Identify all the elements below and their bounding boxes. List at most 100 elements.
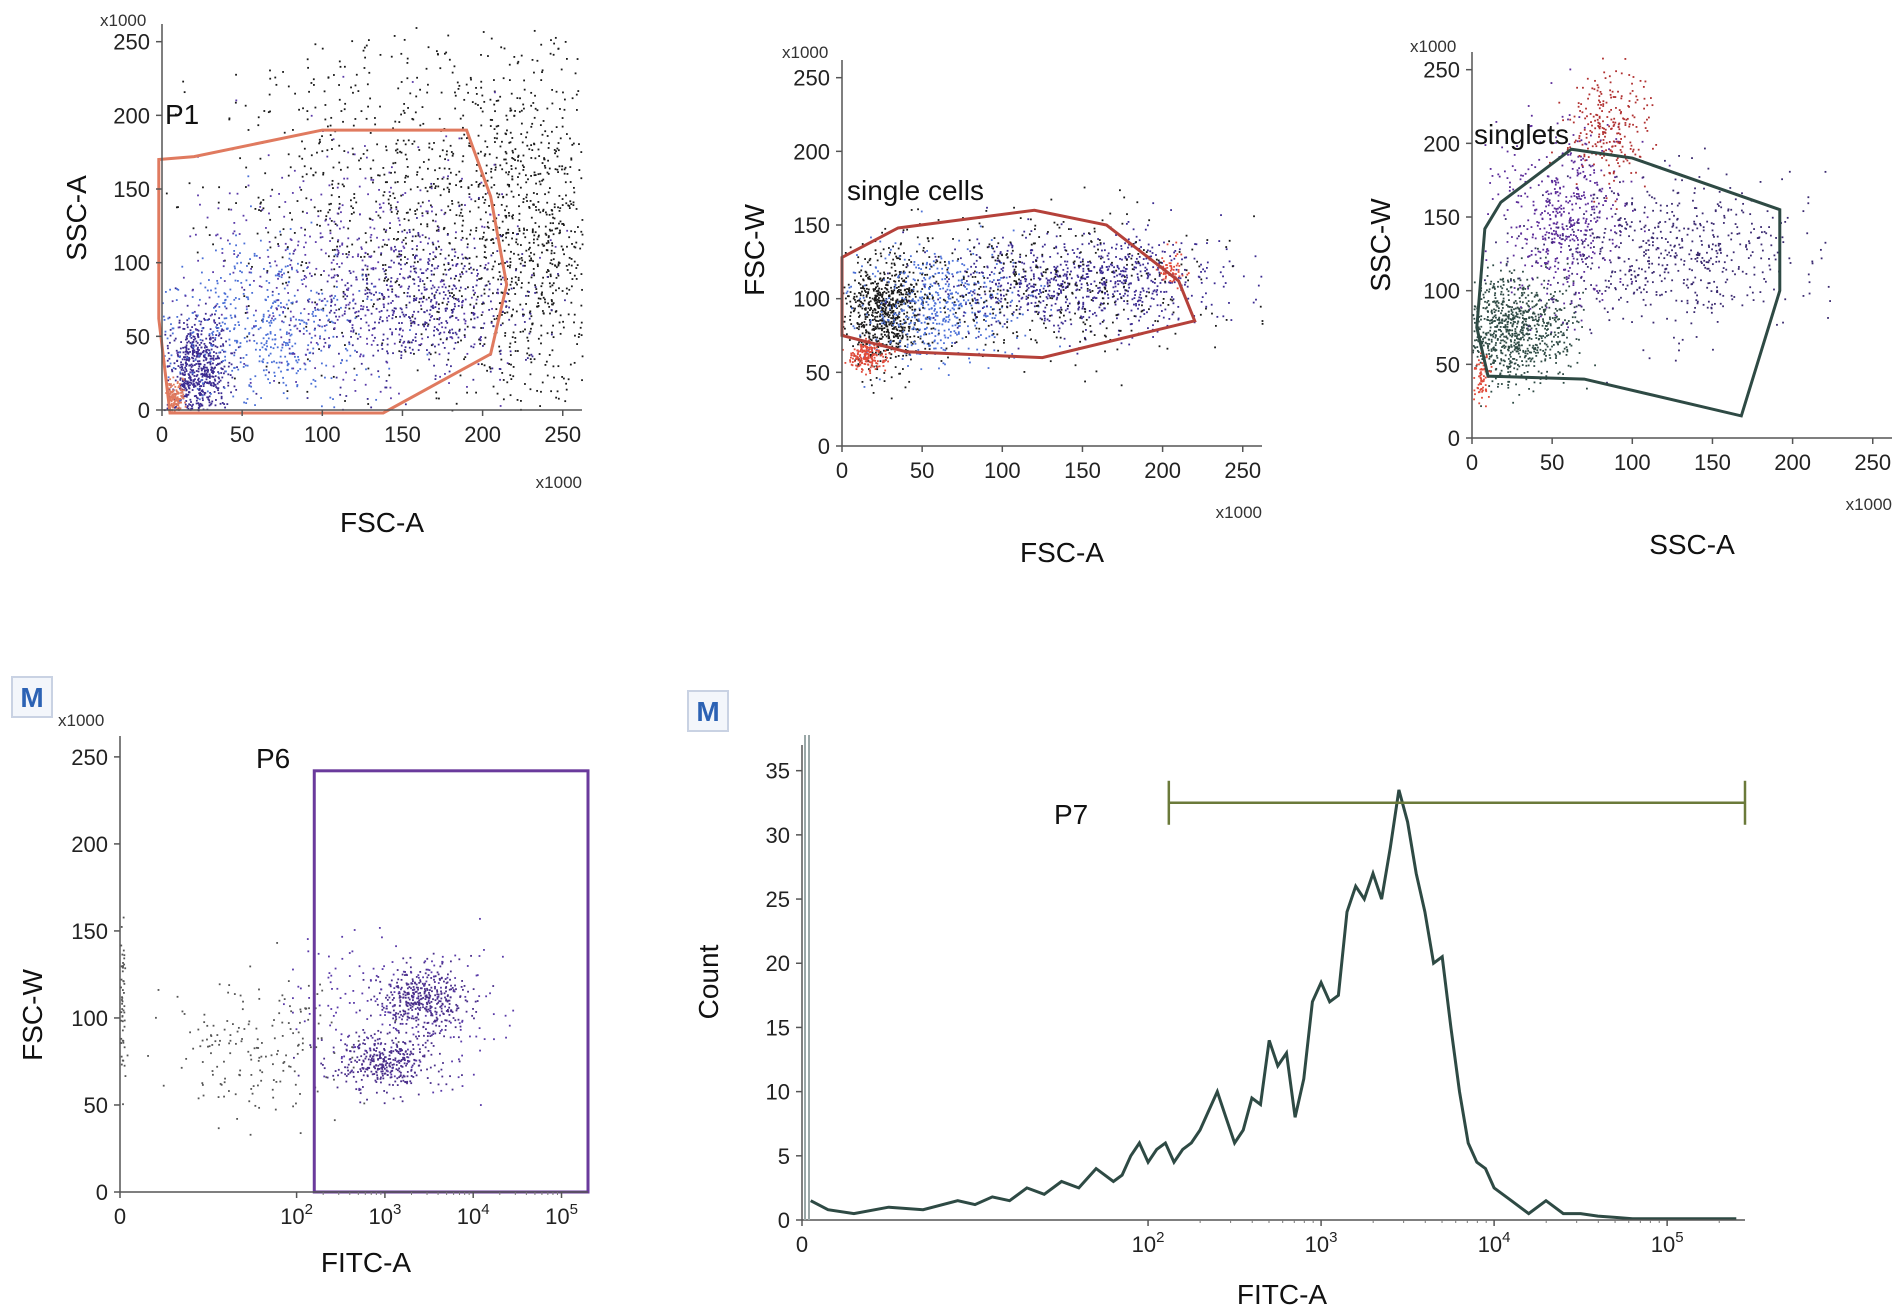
event-dot [500, 358, 503, 361]
event-dot [932, 264, 935, 267]
event-dot [869, 321, 872, 324]
event-dot [875, 283, 878, 285]
event-dot [486, 369, 488, 372]
event-dot [213, 383, 216, 386]
event-dot [955, 271, 958, 274]
event-dot [902, 280, 905, 283]
event-dot [202, 326, 205, 329]
event-dot [882, 307, 885, 310]
event-dot [252, 314, 255, 317]
event-dot [306, 267, 308, 269]
event-dot [193, 310, 196, 313]
event-dot [438, 292, 441, 295]
event-dot [179, 347, 182, 350]
event-dot [435, 229, 438, 232]
event-dot [408, 285, 411, 288]
event-dot [257, 328, 260, 331]
event-dot [476, 274, 479, 277]
event-dot [438, 333, 441, 336]
event-dot [978, 294, 981, 296]
event-dot [306, 390, 309, 393]
event-dot [411, 240, 414, 242]
event-dot [507, 293, 510, 295]
event-dot [867, 307, 870, 310]
event-dot [262, 315, 265, 318]
event-dot [218, 372, 220, 375]
event-dot [443, 283, 446, 286]
event-dot [192, 346, 195, 349]
event-dot [203, 393, 206, 396]
event-dot [196, 355, 199, 357]
event-dot [551, 349, 554, 352]
event-dot [897, 332, 900, 335]
event-dot [406, 62, 409, 64]
event-dot [345, 359, 348, 362]
event-dot [333, 255, 336, 258]
event-dot [969, 290, 972, 293]
event-dot [184, 338, 187, 341]
event-dot [460, 137, 463, 140]
event-dot [863, 325, 866, 328]
event-dot [541, 310, 544, 312]
event-dot [443, 346, 446, 349]
event-dot [409, 352, 412, 354]
event-dot [162, 302, 164, 305]
event-dot [859, 294, 862, 297]
event-dot [326, 149, 329, 152]
event-dot [179, 397, 182, 400]
event-dot [172, 389, 175, 392]
event-dot [209, 351, 212, 354]
event-dot [488, 153, 491, 156]
event-dot [173, 404, 175, 407]
event-dot [312, 352, 315, 355]
event-dot [493, 79, 495, 81]
event-dot [423, 288, 426, 291]
event-dot [280, 270, 282, 273]
event-dot [418, 344, 421, 346]
event-dot [436, 225, 439, 228]
panel-p1-gate[interactable] [157, 128, 509, 415]
event-dot [531, 274, 533, 276]
event-dot [990, 323, 993, 326]
event-dot [245, 186, 247, 188]
event-dot [180, 341, 183, 344]
event-dot [317, 292, 320, 295]
event-dot [208, 296, 211, 299]
event-dot [549, 239, 552, 242]
event-dot [580, 177, 583, 180]
event-dot [890, 306, 893, 309]
event-dot [444, 310, 447, 312]
event-dot [491, 367, 494, 370]
event-dot [204, 375, 206, 377]
event-dot [535, 288, 538, 290]
event-dot [206, 390, 209, 393]
event-dot [196, 251, 199, 254]
event-dot [439, 338, 442, 341]
event-dot [900, 325, 902, 328]
event-dot [554, 168, 557, 171]
event-dot [425, 288, 428, 291]
event-dot [377, 349, 380, 352]
event-dot [502, 196, 505, 199]
event-dot [852, 310, 855, 313]
event-dot [493, 184, 496, 186]
event-dot [188, 182, 191, 185]
event-dot [505, 214, 508, 217]
event-dot [894, 355, 897, 358]
event-dot [170, 383, 172, 385]
event-dot [457, 341, 459, 344]
event-dot [506, 292, 509, 295]
event-dot [201, 394, 204, 397]
event-dot [475, 302, 478, 305]
event-dot [254, 375, 257, 378]
event-dot [174, 379, 177, 382]
event-dot [188, 364, 191, 367]
event-dot [378, 292, 381, 294]
event-dot [435, 397, 438, 400]
event-dot [417, 276, 420, 278]
event-dot [903, 309, 905, 312]
event-dot [1070, 323, 1073, 326]
event-dot [369, 256, 372, 258]
event-dot [191, 326, 194, 328]
event-dot [530, 125, 533, 128]
